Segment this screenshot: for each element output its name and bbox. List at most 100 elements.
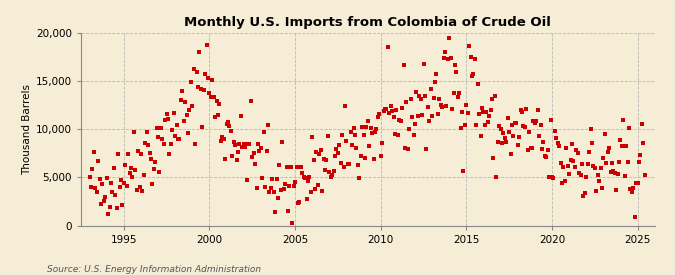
- Point: [130, 168, 140, 172]
- Point: [164, 152, 175, 157]
- Point: [389, 132, 400, 136]
- Point: [294, 200, 305, 205]
- Point: [539, 154, 550, 159]
- Point: [458, 169, 469, 173]
- Point: [542, 147, 553, 152]
- Point: [259, 130, 269, 135]
- Point: [255, 145, 266, 150]
- Point: [351, 146, 362, 150]
- Point: [455, 126, 466, 130]
- Point: [211, 99, 222, 104]
- Point: [483, 120, 493, 124]
- Point: [170, 134, 181, 138]
- Point: [90, 186, 101, 190]
- Point: [549, 129, 560, 133]
- Point: [574, 170, 585, 175]
- Point: [198, 87, 209, 92]
- Point: [86, 185, 97, 189]
- Point: [297, 171, 308, 176]
- Point: [437, 105, 448, 109]
- Point: [434, 97, 445, 101]
- Point: [447, 107, 458, 111]
- Point: [616, 144, 627, 148]
- Point: [304, 175, 315, 179]
- Point: [192, 85, 203, 89]
- Point: [464, 44, 475, 48]
- Point: [387, 109, 398, 113]
- Point: [587, 141, 597, 145]
- Point: [626, 190, 637, 194]
- Point: [241, 178, 252, 183]
- Point: [505, 152, 516, 157]
- Point: [461, 103, 472, 108]
- Point: [267, 177, 277, 181]
- Point: [478, 109, 489, 114]
- Point: [302, 178, 313, 183]
- Point: [491, 175, 502, 179]
- Point: [224, 123, 235, 128]
- Point: [438, 56, 449, 60]
- Point: [392, 132, 403, 137]
- Point: [441, 104, 452, 109]
- Point: [338, 164, 349, 169]
- Point: [495, 126, 506, 131]
- Point: [100, 194, 111, 199]
- Point: [313, 182, 323, 187]
- Point: [277, 140, 288, 144]
- Point: [352, 163, 363, 167]
- Point: [225, 129, 236, 133]
- Point: [554, 144, 564, 148]
- Y-axis label: Thousand Barrels: Thousand Barrels: [22, 84, 32, 175]
- Point: [525, 146, 536, 150]
- Point: [504, 130, 514, 134]
- Point: [357, 125, 368, 129]
- Point: [240, 145, 250, 149]
- Point: [91, 189, 102, 194]
- Point: [591, 189, 601, 193]
- Point: [528, 119, 539, 123]
- Point: [298, 175, 309, 180]
- Point: [328, 169, 339, 173]
- Point: [283, 208, 294, 213]
- Point: [575, 173, 586, 178]
- Point: [263, 123, 273, 127]
- Point: [452, 94, 463, 99]
- Point: [104, 205, 115, 209]
- Point: [202, 76, 213, 81]
- Point: [557, 181, 568, 185]
- Point: [425, 86, 436, 91]
- Point: [244, 142, 255, 146]
- Point: [346, 129, 356, 134]
- Point: [247, 155, 258, 159]
- Point: [368, 157, 379, 161]
- Point: [404, 127, 414, 131]
- Point: [500, 136, 510, 141]
- Point: [88, 150, 99, 155]
- Point: [635, 153, 646, 157]
- Point: [317, 189, 327, 194]
- Point: [305, 189, 316, 194]
- Point: [602, 150, 613, 155]
- Point: [274, 163, 285, 167]
- Point: [107, 189, 118, 194]
- Point: [514, 135, 524, 139]
- Point: [538, 140, 549, 144]
- Point: [361, 125, 372, 130]
- Point: [231, 158, 242, 162]
- Point: [178, 119, 189, 123]
- Point: [518, 124, 529, 128]
- Point: [165, 142, 176, 146]
- Point: [92, 159, 103, 164]
- Point: [290, 180, 300, 184]
- Point: [466, 74, 477, 78]
- Point: [629, 214, 640, 219]
- Point: [281, 164, 292, 169]
- Point: [522, 148, 533, 152]
- Point: [564, 172, 574, 176]
- Point: [625, 187, 636, 191]
- Point: [610, 170, 620, 175]
- Point: [180, 100, 190, 104]
- Point: [488, 156, 499, 160]
- Point: [287, 221, 298, 225]
- Point: [210, 115, 221, 119]
